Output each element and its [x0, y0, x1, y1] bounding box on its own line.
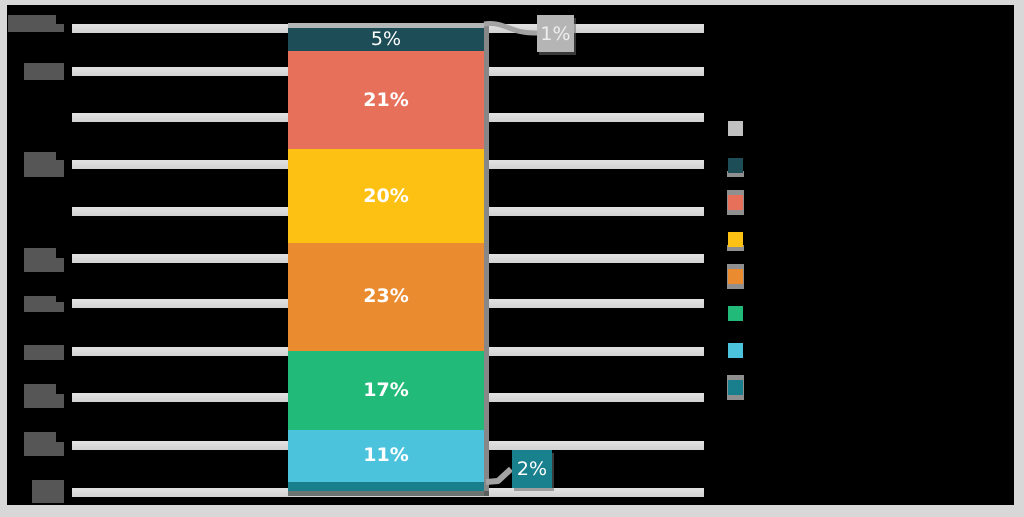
axis-label-redacted: [24, 160, 64, 177]
callout-1-percent: 1%: [537, 15, 574, 52]
bar-segment-1pct: [288, 23, 484, 28]
bar-bottom-shadow: [288, 491, 489, 496]
bar-segment-5pct: 5%: [288, 27, 484, 52]
bar-shadow: [484, 26, 489, 496]
axis-label-redacted: [8, 15, 56, 24]
axis-label-redacted: [24, 345, 64, 360]
axis-label-redacted: [24, 248, 56, 258]
axis-label-redacted: [24, 394, 64, 408]
bar-segment-label: 17%: [363, 378, 409, 401]
legend-swatch-plate: [727, 245, 744, 251]
legend-swatch: [728, 121, 743, 136]
legend-swatch: [728, 306, 743, 321]
bar-segment-label: 20%: [363, 184, 409, 207]
bar-segment-2pct: [288, 481, 484, 491]
callout-1-percent-text: 1%: [540, 22, 571, 45]
bar-segment-label: 23%: [363, 285, 409, 308]
legend-swatch: [728, 158, 743, 173]
axis-label-redacted: [24, 152, 56, 160]
legend-swatch: [728, 380, 743, 395]
bar-segment-label: 11%: [363, 444, 409, 467]
axis-label-redacted: [24, 302, 64, 312]
axis-label-redacted: [24, 432, 56, 442]
axis-label-redacted: [24, 296, 56, 302]
legend-swatch: [728, 343, 743, 358]
bar-segment-20pct: 20%: [288, 149, 484, 243]
legend-swatch: [728, 232, 743, 247]
axis-label-redacted: [32, 480, 64, 503]
legend-swatch: [728, 269, 743, 284]
axis-label-redacted: [24, 384, 56, 394]
bar-segment-11pct: 11%: [288, 430, 484, 482]
legend-swatch: [728, 195, 743, 210]
axis-label-redacted: [24, 63, 64, 80]
axis-label-redacted: [24, 258, 64, 272]
callout-2-percent: 2%: [512, 450, 552, 488]
bar-segment-17pct: 17%: [288, 350, 484, 431]
bar-segment-21pct: 21%: [288, 51, 484, 150]
bar-segment-label: 5%: [370, 27, 402, 50]
stacked-bar: 5% 21% 20% 23% 17% 11%: [288, 23, 484, 491]
axis-label-redacted: [8, 24, 64, 32]
legend-swatch-plate: [727, 171, 744, 177]
callout-2-percent-text: 2%: [516, 458, 548, 480]
bar-segment-label: 21%: [363, 88, 409, 111]
bar-segment-23pct: 23%: [288, 242, 484, 351]
axis-label-redacted: [24, 442, 64, 456]
